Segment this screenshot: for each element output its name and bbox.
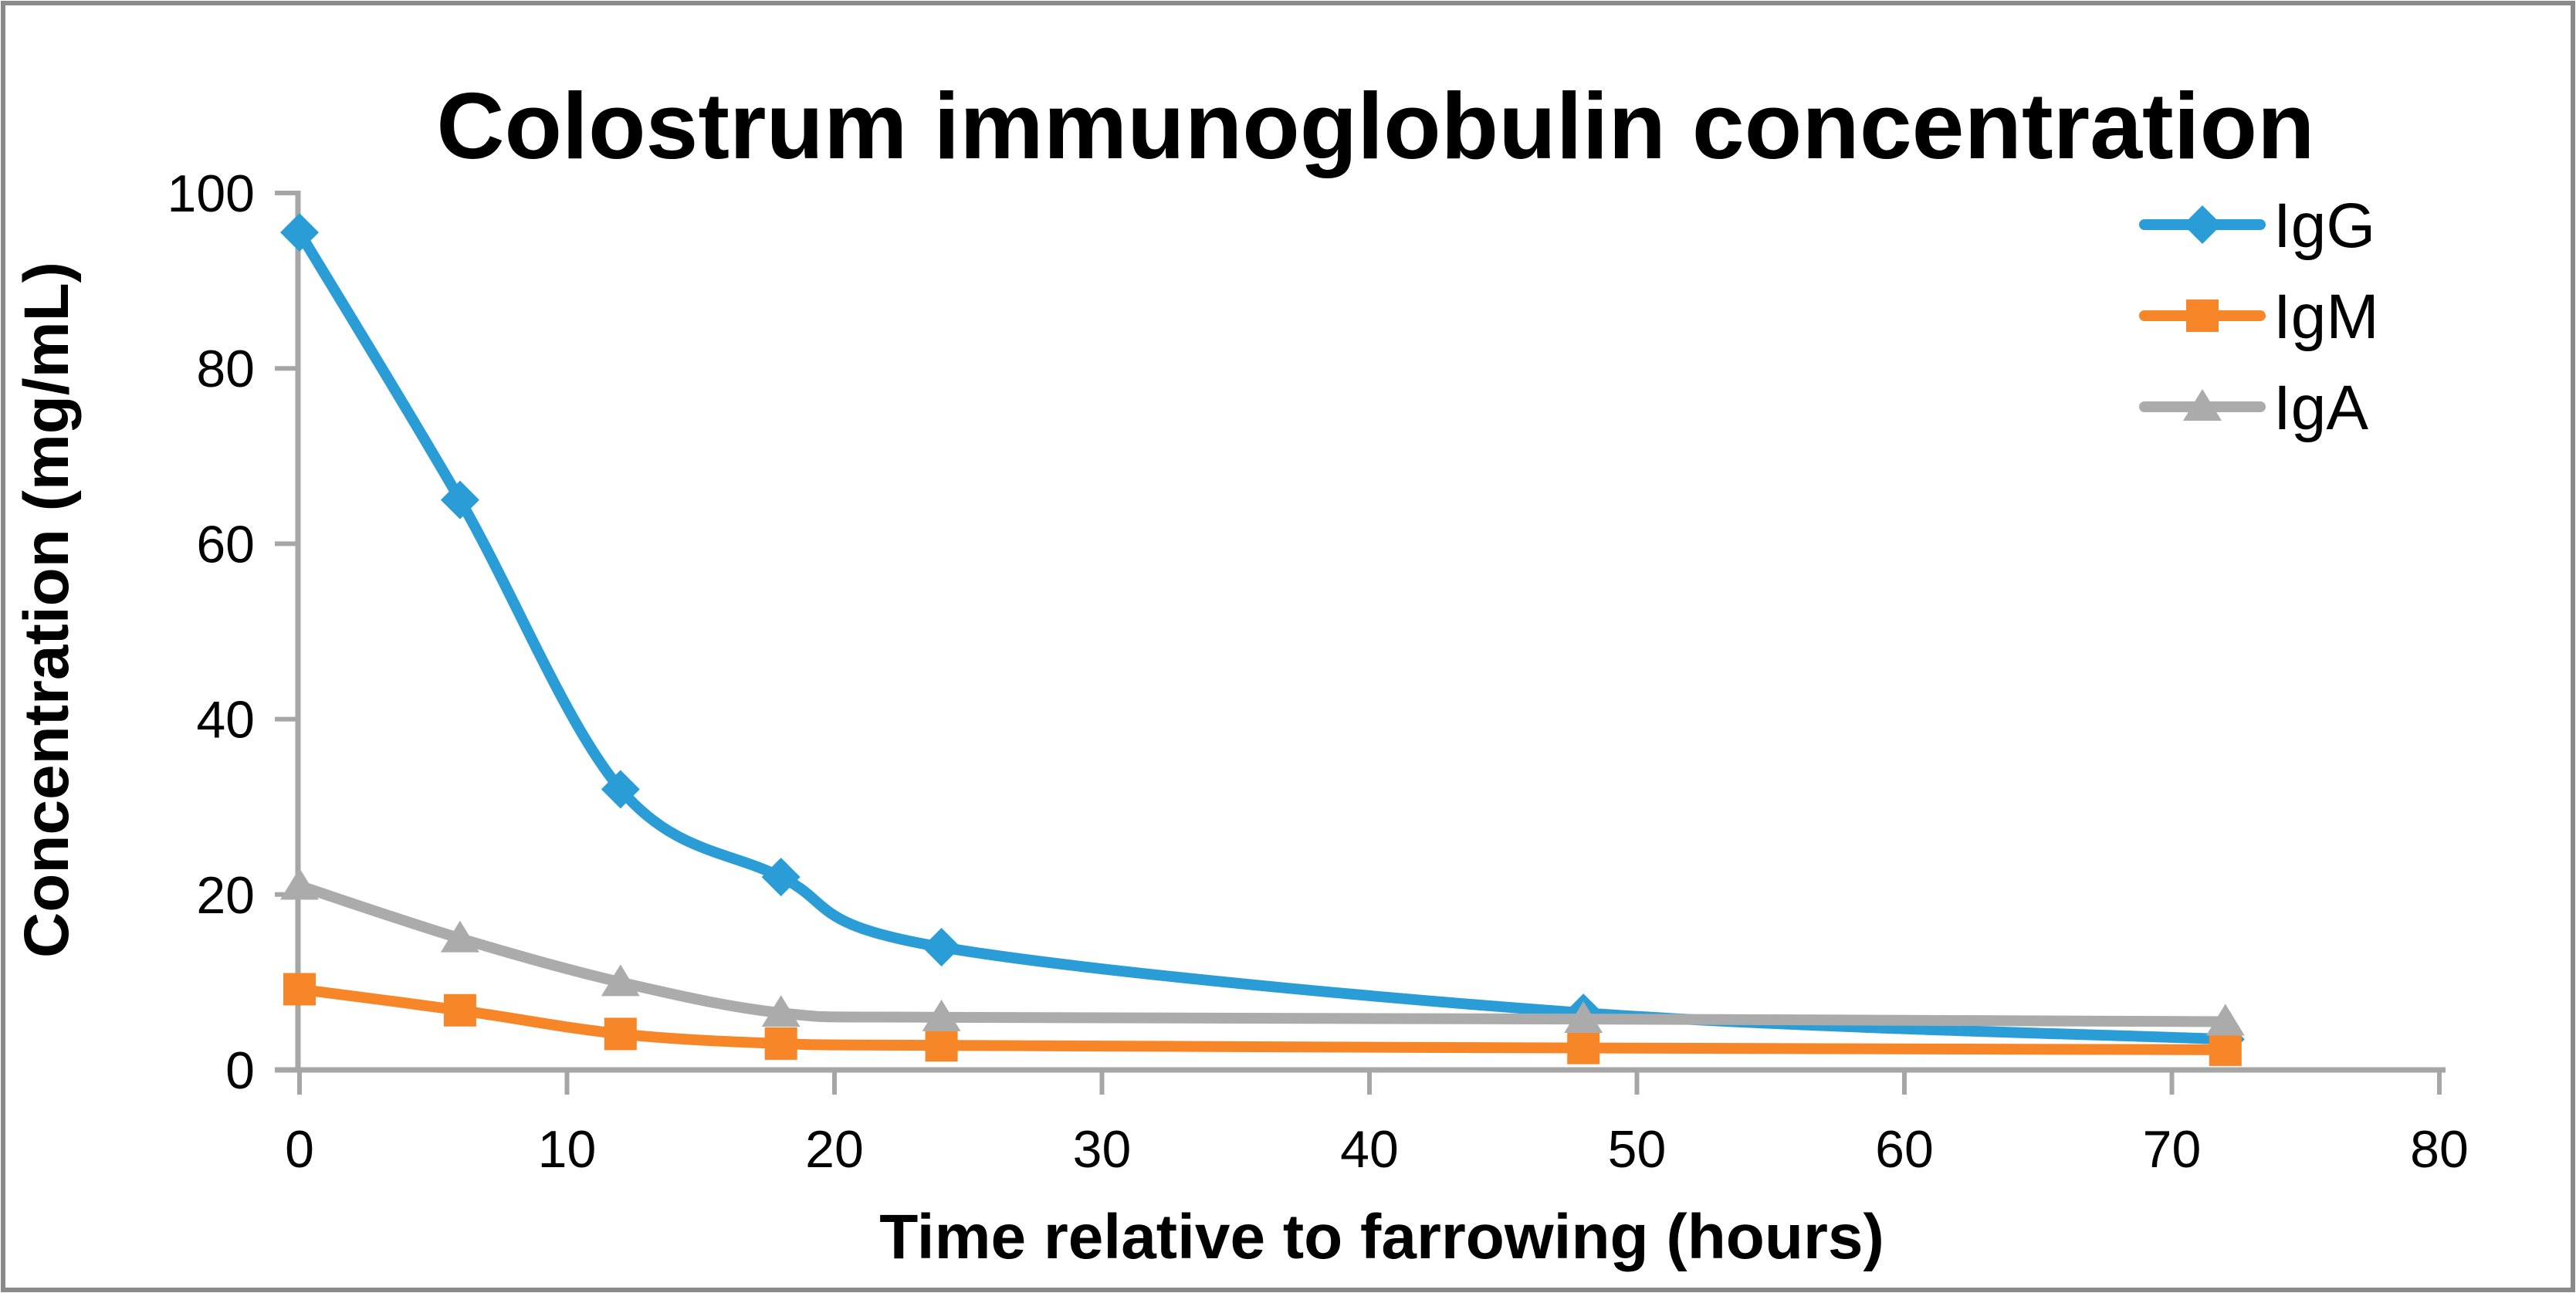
legend-label: IgA xyxy=(2273,373,2368,443)
IgM-marker xyxy=(925,1029,958,1062)
y-tick-label: 0 xyxy=(225,1041,255,1100)
x-tick-label: 0 xyxy=(285,1120,314,1179)
y-tick-label: 100 xyxy=(168,164,255,223)
IgM-marker xyxy=(443,993,476,1027)
plot-area xyxy=(280,213,2245,1066)
IgA-marker xyxy=(2205,1004,2245,1036)
legend-item-IgM: IgM xyxy=(2139,282,2379,352)
legend-label: IgG xyxy=(2273,191,2375,261)
legend-diamond-icon xyxy=(2183,205,2222,244)
IgG-marker xyxy=(280,213,319,252)
legend-triangle-icon xyxy=(2183,389,2222,421)
IgG-marker xyxy=(922,927,961,966)
IgM-line xyxy=(294,983,2231,1055)
legend-item-IgA: IgA xyxy=(2139,373,2368,443)
x-tick-label: 30 xyxy=(1073,1120,1132,1179)
y-tick-label: 60 xyxy=(196,515,255,574)
IgG-marker xyxy=(761,858,801,897)
IgA-marker xyxy=(1564,1001,1603,1034)
x-tick-label: 70 xyxy=(2143,1120,2202,1179)
x-tick-label: 40 xyxy=(1340,1120,1399,1179)
legend: IgG IgM IgA xyxy=(2139,191,2379,443)
x-axis-title: Time relative to farrowing (hours) xyxy=(879,1202,1884,1272)
legend-label: IgM xyxy=(2273,282,2379,352)
IgA-marker xyxy=(440,920,479,953)
IgM-marker xyxy=(764,1027,797,1060)
x-tick-label: 50 xyxy=(1608,1120,1667,1179)
IgM-marker xyxy=(1567,1031,1600,1065)
y-axis-title: Concentration (mg/mL) xyxy=(12,262,82,958)
IgA-marker xyxy=(280,868,319,900)
IgA-marker xyxy=(922,999,961,1031)
IgM-marker xyxy=(283,973,316,1006)
x-tick-label: 80 xyxy=(2410,1120,2469,1179)
x-tick-label: 10 xyxy=(538,1120,597,1179)
y-tick-label: 40 xyxy=(196,691,255,750)
IgA-line xyxy=(294,880,2231,1027)
y-tick-label: 80 xyxy=(196,340,255,398)
legend-item-IgG: IgG xyxy=(2139,191,2375,261)
legend-square-icon xyxy=(2186,300,2219,332)
axes: 0 10 20 30 40 50 60 70 80 0 20 40 60 80 100 xyxy=(168,164,2469,1179)
chart-title: Colostrum immunoglobulin concentration xyxy=(436,73,2314,178)
IgA-marker xyxy=(601,964,640,997)
IgG-marker xyxy=(440,480,479,520)
x-tick-label: 20 xyxy=(805,1120,864,1179)
IgA-marker xyxy=(761,995,801,1027)
IgM-marker xyxy=(2209,1033,2242,1066)
x-tick-label: 60 xyxy=(1875,1120,1934,1179)
y-tick-label: 20 xyxy=(196,866,255,925)
IgG-marker xyxy=(601,770,640,809)
IgM-marker xyxy=(604,1017,637,1051)
